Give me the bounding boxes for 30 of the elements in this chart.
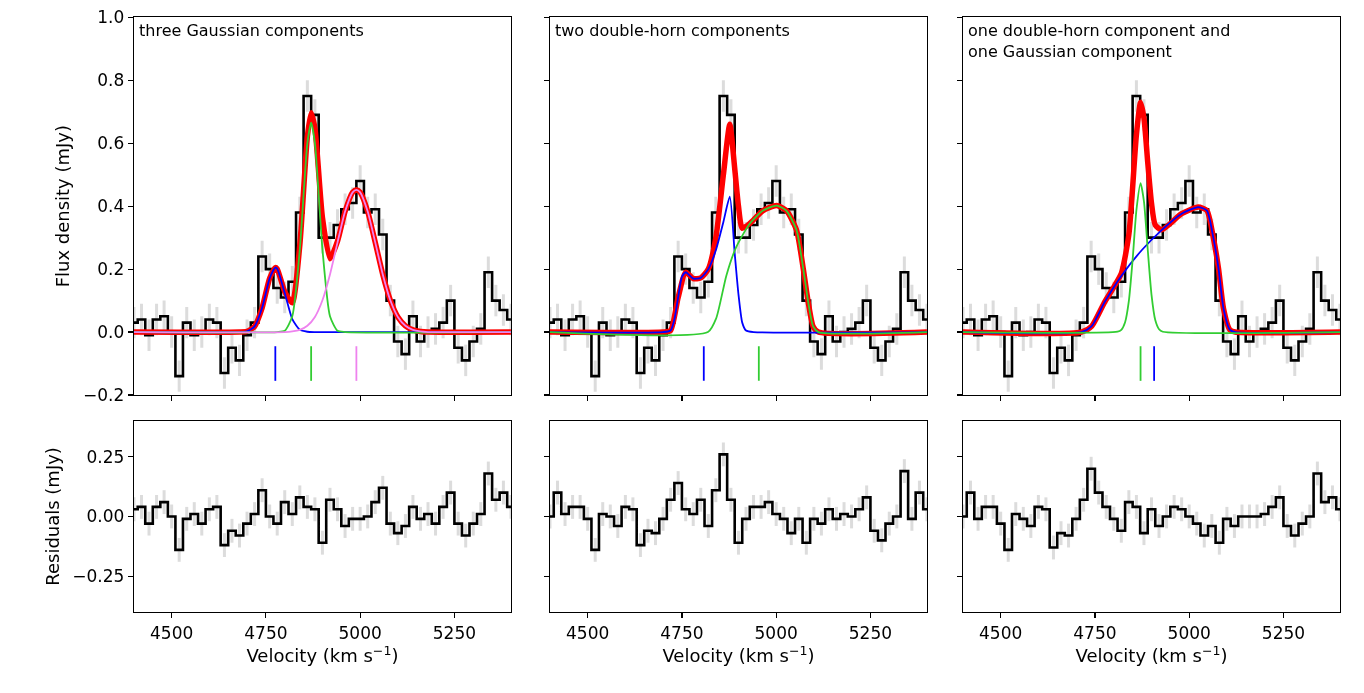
y-tick-label: 0.25: [86, 446, 125, 467]
x-tick-label: 4750: [244, 622, 288, 643]
y-tick-label: −0.25: [72, 566, 125, 587]
text: one double-horn component and one Gaussian component: [968, 21, 1231, 61]
chart-title: two double-horn components: [555, 21, 790, 40]
x-tick-label: 5000: [338, 622, 382, 643]
y-tick-label: 0.2: [97, 259, 125, 280]
x-tick-label: 5250: [1261, 622, 1306, 643]
x-axis-title: Velocity (km s$^{−1}$): [1075, 642, 1228, 667]
x-tick-label: 5250: [432, 622, 477, 643]
x-axis-title: Velocity (km s$^{−1}$): [246, 642, 399, 667]
x-tick-label: 4750: [660, 622, 704, 643]
x-tick-label: 4500: [150, 622, 194, 643]
x-tick-label: 4500: [566, 622, 610, 643]
x-tick-label: 5000: [754, 622, 798, 643]
y-tick-label: 0.4: [97, 196, 125, 217]
y-axis-title: Residuals (mJy): [41, 447, 63, 586]
x-tick-label: 5000: [1167, 622, 1211, 643]
y-tick-label: 1.0: [97, 7, 125, 28]
x-tick-label: 4500: [979, 622, 1023, 643]
y-tick-label: 0.8: [97, 70, 125, 91]
x-axis-title: Velocity (km s$^{−1}$): [662, 642, 815, 667]
y-tick-label: 0.0: [97, 322, 125, 343]
y-tick-label: 0.00: [86, 506, 125, 527]
y-axis-title: Flux density (mJy): [52, 124, 74, 288]
x-tick-label: 5250: [848, 622, 893, 643]
chart-title: three Gaussian components: [139, 21, 364, 40]
y-tick-label: −0.2: [83, 384, 125, 405]
y-tick-label: 0.6: [97, 133, 125, 154]
x-tick-label: 4750: [1073, 622, 1117, 643]
